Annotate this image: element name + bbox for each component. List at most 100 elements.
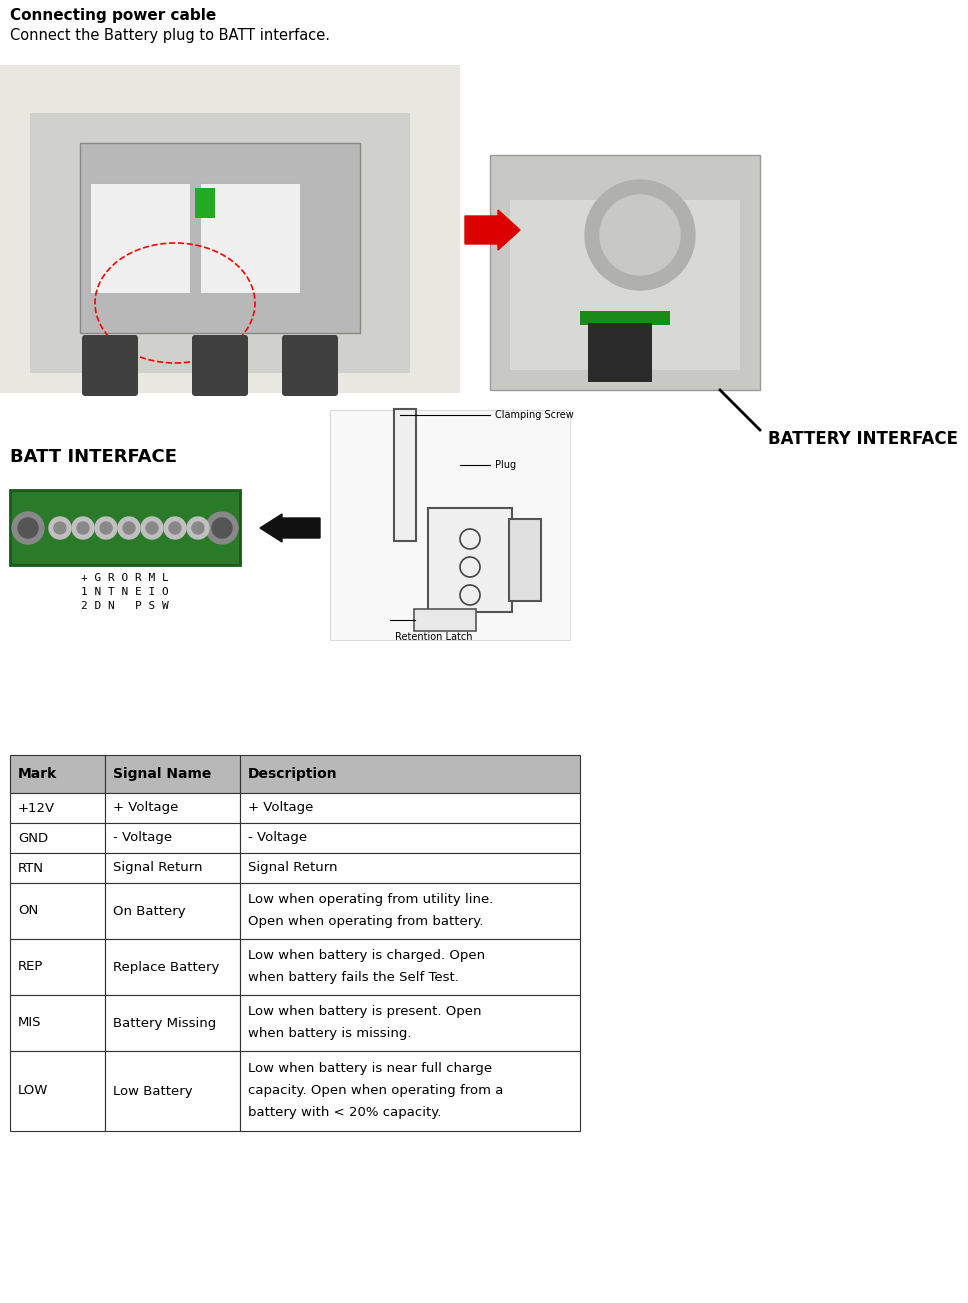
FancyBboxPatch shape — [510, 199, 740, 370]
Text: Low when operating from utility line.: Low when operating from utility line. — [248, 894, 494, 907]
FancyBboxPatch shape — [200, 182, 300, 293]
Circle shape — [600, 195, 680, 275]
FancyBboxPatch shape — [509, 519, 541, 601]
FancyBboxPatch shape — [10, 794, 105, 823]
Text: Retention Latch: Retention Latch — [395, 632, 472, 642]
Text: Clamping Screw: Clamping Screw — [495, 410, 574, 420]
Circle shape — [169, 523, 181, 534]
Text: - Voltage: - Voltage — [113, 831, 172, 844]
FancyBboxPatch shape — [10, 754, 105, 794]
Text: REP: REP — [18, 960, 44, 973]
FancyArrow shape — [465, 210, 520, 250]
Text: Open when operating from battery.: Open when operating from battery. — [248, 915, 483, 928]
Circle shape — [49, 517, 71, 539]
FancyBboxPatch shape — [30, 113, 410, 373]
Circle shape — [187, 517, 209, 539]
FancyArrow shape — [260, 513, 320, 542]
FancyBboxPatch shape — [10, 823, 105, 853]
Text: BATTERY INTERFACE: BATTERY INTERFACE — [768, 430, 958, 448]
Text: RTN: RTN — [18, 861, 44, 874]
Text: Battery Missing: Battery Missing — [113, 1016, 216, 1029]
Text: Description: Description — [248, 767, 338, 780]
Text: + Voltage: + Voltage — [248, 801, 314, 814]
Text: Low when battery is charged. Open: Low when battery is charged. Open — [248, 950, 485, 963]
FancyBboxPatch shape — [105, 794, 240, 823]
Text: Signal Return: Signal Return — [248, 861, 338, 874]
FancyBboxPatch shape — [105, 853, 240, 883]
Circle shape — [206, 512, 238, 543]
FancyBboxPatch shape — [330, 410, 570, 640]
FancyBboxPatch shape — [105, 883, 240, 939]
Text: capacity. Open when operating from a: capacity. Open when operating from a — [248, 1084, 503, 1097]
FancyBboxPatch shape — [428, 508, 512, 612]
FancyBboxPatch shape — [192, 335, 248, 396]
Text: when battery fails the Self Test.: when battery fails the Self Test. — [248, 971, 459, 984]
FancyBboxPatch shape — [10, 995, 105, 1052]
FancyBboxPatch shape — [10, 490, 240, 566]
Circle shape — [164, 517, 186, 539]
FancyBboxPatch shape — [588, 323, 652, 382]
FancyBboxPatch shape — [105, 1052, 240, 1131]
FancyBboxPatch shape — [240, 995, 580, 1052]
Text: + G R O R M L: + G R O R M L — [81, 573, 168, 582]
Circle shape — [118, 517, 140, 539]
FancyBboxPatch shape — [394, 409, 416, 541]
FancyBboxPatch shape — [10, 853, 105, 883]
Circle shape — [12, 512, 44, 543]
FancyBboxPatch shape — [240, 823, 580, 853]
FancyBboxPatch shape — [240, 1052, 580, 1131]
FancyBboxPatch shape — [490, 155, 760, 390]
Text: GND: GND — [18, 831, 48, 844]
Circle shape — [54, 523, 66, 534]
Circle shape — [212, 519, 232, 538]
FancyBboxPatch shape — [10, 1052, 105, 1131]
FancyBboxPatch shape — [90, 182, 190, 293]
Circle shape — [141, 517, 163, 539]
Text: when battery is missing.: when battery is missing. — [248, 1027, 411, 1040]
Text: battery with < 20% capacity.: battery with < 20% capacity. — [248, 1106, 441, 1119]
Text: Connect the Battery plug to BATT interface.: Connect the Battery plug to BATT interfa… — [10, 27, 330, 43]
FancyBboxPatch shape — [82, 335, 138, 396]
FancyBboxPatch shape — [105, 823, 240, 853]
Text: 2 D N   P S W: 2 D N P S W — [81, 601, 168, 611]
FancyBboxPatch shape — [580, 311, 670, 324]
FancyBboxPatch shape — [414, 609, 476, 631]
FancyBboxPatch shape — [105, 939, 240, 995]
Circle shape — [72, 517, 94, 539]
FancyBboxPatch shape — [240, 794, 580, 823]
Text: BATT INTERFACE: BATT INTERFACE — [10, 448, 177, 466]
Circle shape — [123, 523, 135, 534]
FancyBboxPatch shape — [105, 995, 240, 1052]
FancyBboxPatch shape — [10, 939, 105, 995]
Circle shape — [100, 523, 112, 534]
Text: Connecting power cable: Connecting power cable — [10, 8, 216, 23]
Circle shape — [18, 519, 38, 538]
FancyBboxPatch shape — [282, 335, 338, 396]
FancyBboxPatch shape — [105, 754, 240, 794]
Text: LOW: LOW — [18, 1084, 48, 1097]
Text: Signal Name: Signal Name — [113, 767, 211, 780]
Text: On Battery: On Battery — [113, 904, 186, 917]
Text: MIS: MIS — [18, 1016, 42, 1029]
Text: Replace Battery: Replace Battery — [113, 960, 220, 973]
Text: - Voltage: - Voltage — [248, 831, 307, 844]
Circle shape — [95, 517, 117, 539]
Text: + Voltage: + Voltage — [113, 801, 178, 814]
Circle shape — [77, 523, 89, 534]
FancyBboxPatch shape — [195, 188, 215, 218]
Text: Signal Return: Signal Return — [113, 861, 202, 874]
FancyBboxPatch shape — [240, 939, 580, 995]
FancyBboxPatch shape — [0, 65, 460, 394]
Circle shape — [146, 523, 158, 534]
FancyBboxPatch shape — [10, 883, 105, 939]
FancyBboxPatch shape — [80, 143, 360, 334]
Text: Low when battery is present. Open: Low when battery is present. Open — [248, 1006, 481, 1018]
Circle shape — [192, 523, 204, 534]
Text: 1 N T N E I O: 1 N T N E I O — [81, 586, 168, 597]
Text: +12V: +12V — [18, 801, 55, 814]
Text: Low Battery: Low Battery — [113, 1084, 193, 1097]
FancyBboxPatch shape — [240, 883, 580, 939]
Text: Low when battery is near full charge: Low when battery is near full charge — [248, 1062, 492, 1075]
Text: Mark: Mark — [18, 767, 57, 780]
FancyBboxPatch shape — [240, 754, 580, 794]
